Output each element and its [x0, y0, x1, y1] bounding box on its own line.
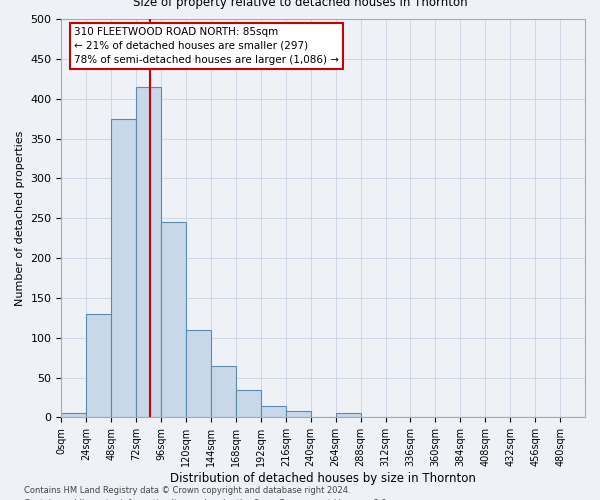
- Bar: [261, 406, 286, 418]
- Y-axis label: Number of detached properties: Number of detached properties: [15, 130, 25, 306]
- Bar: [236, 390, 261, 417]
- Bar: [186, 330, 211, 418]
- Bar: [161, 222, 186, 418]
- Bar: [136, 86, 161, 417]
- Text: Size of property relative to detached houses in Thornton: Size of property relative to detached ho…: [133, 0, 467, 9]
- Bar: [86, 314, 111, 418]
- Text: Contains public sector information licensed under the Open Government Licence v3: Contains public sector information licen…: [24, 498, 389, 500]
- X-axis label: Distribution of detached houses by size in Thornton: Distribution of detached houses by size …: [170, 472, 476, 485]
- Bar: [335, 412, 361, 418]
- Bar: [111, 118, 136, 418]
- Text: 310 FLEETWOOD ROAD NORTH: 85sqm
← 21% of detached houses are smaller (297)
78% o: 310 FLEETWOOD ROAD NORTH: 85sqm ← 21% of…: [74, 27, 339, 65]
- Bar: [61, 414, 86, 418]
- Text: Contains HM Land Registry data © Crown copyright and database right 2024.: Contains HM Land Registry data © Crown c…: [24, 486, 350, 495]
- Bar: [560, 416, 585, 418]
- Bar: [286, 411, 311, 418]
- Bar: [211, 366, 236, 418]
